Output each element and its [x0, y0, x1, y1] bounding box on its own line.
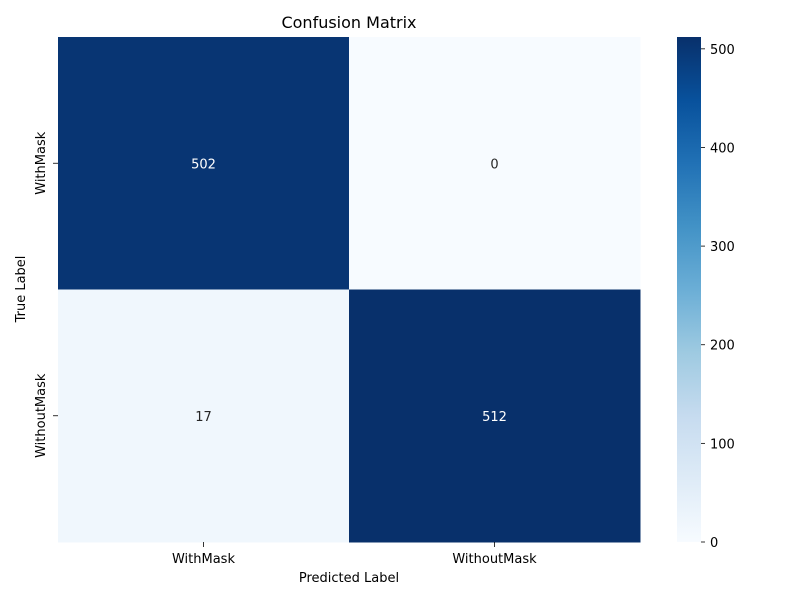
- y-tick-label: WithMask: [34, 131, 49, 194]
- cell-value-label: 0: [490, 157, 498, 172]
- heatmap-cells: [58, 37, 641, 543]
- colorbar-tick-label: 400: [710, 141, 735, 156]
- heatmap-cell: [58, 37, 350, 290]
- heatmap-cell: [349, 289, 641, 543]
- heatmap-cell: [349, 37, 641, 290]
- chart-title: Confusion Matrix: [281, 13, 416, 32]
- cell-value-label: 502: [191, 157, 216, 172]
- cell-value-label: 512: [482, 410, 507, 425]
- heatmap-cell-labels: 502 0 17 512: [191, 157, 507, 425]
- y-axis-label: True Label: [14, 256, 29, 324]
- heatmap-cell: [58, 289, 350, 543]
- colorbar-tick-label: 100: [710, 437, 735, 452]
- x-tick-label: WithoutMask: [452, 552, 537, 567]
- x-axis-ticks: WithMask WithoutMask: [172, 542, 537, 567]
- colorbar-tick-label: 200: [710, 339, 735, 354]
- y-tick-label: WithoutMask: [34, 373, 49, 458]
- colorbar-ticks: 0 100 200 300 400 500: [701, 43, 735, 551]
- colorbar-tick-label: 500: [710, 43, 735, 58]
- x-axis-label: Predicted Label: [299, 571, 399, 586]
- colorbar: [677, 37, 701, 542]
- cell-value-label: 17: [195, 410, 212, 425]
- colorbar-tick-label: 300: [710, 240, 735, 255]
- x-tick-label: WithMask: [172, 552, 235, 567]
- y-axis-ticks: WithMask WithoutMask: [34, 131, 58, 458]
- colorbar-tick-label: 0: [710, 536, 718, 551]
